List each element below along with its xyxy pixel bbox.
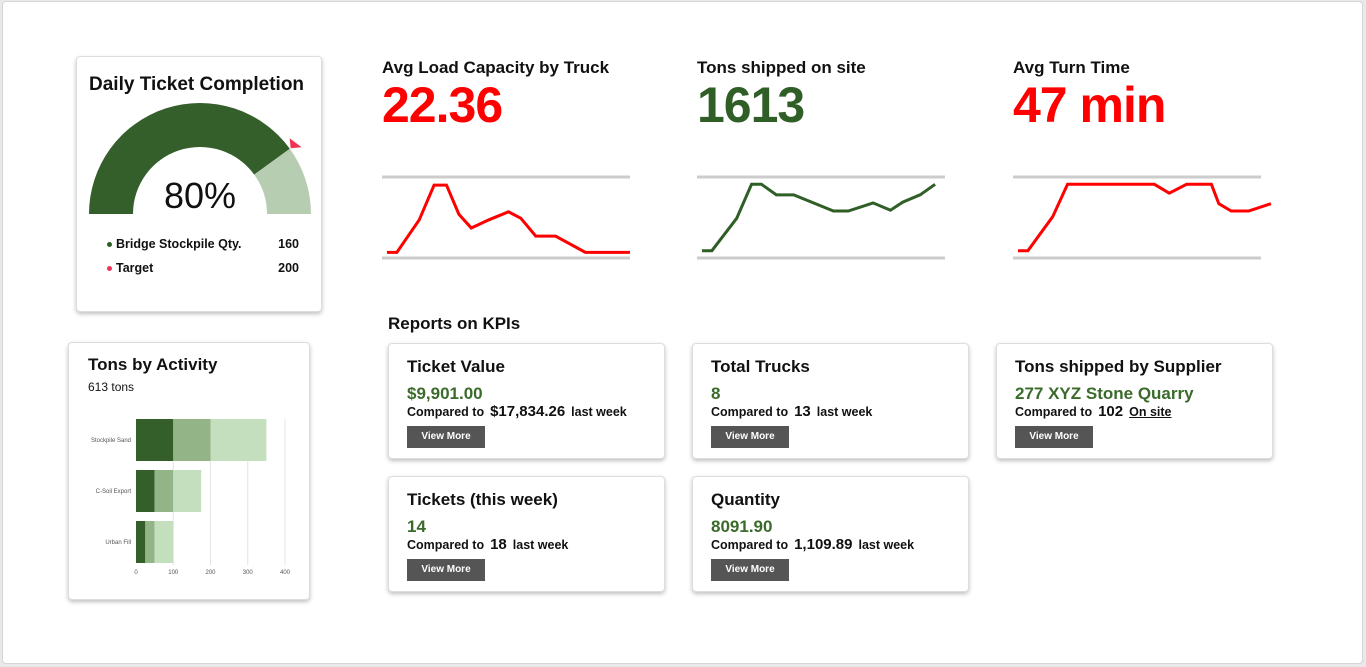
view-more-button[interactable]: View More xyxy=(407,559,485,581)
compared-to-label: Compared to xyxy=(407,538,485,552)
bar-segment xyxy=(145,521,155,563)
x-tick-label: 0 xyxy=(134,570,138,576)
compare-value: 13 xyxy=(794,403,811,420)
x-tick-label: 200 xyxy=(205,570,216,576)
activity-bar-chart: 0 100 200 300 400 Stockpile Sand C-Soil Export… xyxy=(91,419,291,576)
compare-value: 1,109.89 xyxy=(794,536,853,553)
report-value: 277 XYZ Stone Quarry xyxy=(1015,384,1194,403)
x-tick-label: 100 xyxy=(168,570,179,576)
kpi-value: 47 min xyxy=(1013,77,1166,133)
report-card: Tons shipped by Supplier 277 XYZ Stone Q… xyxy=(996,343,1273,459)
gauge-percent: 80% xyxy=(163,175,237,216)
compared-to-label: Compared to xyxy=(407,405,485,419)
report-comparison: Compared to 13 last week xyxy=(711,403,872,420)
category-label: C-Soil Export xyxy=(96,489,132,495)
kpi-title: Avg Turn Time xyxy=(1013,58,1130,77)
activity-title: Tons by Activity xyxy=(88,355,218,374)
tons-by-activity-card: Tons by Activity 613 tons 0 100 200 300 400 S… xyxy=(68,342,310,600)
compare-suffix: last week xyxy=(571,405,627,419)
view-more-button[interactable]: View More xyxy=(1015,426,1093,448)
bar-segment xyxy=(210,419,267,461)
legend-label: Bridge Stockpile Qty. xyxy=(116,237,242,251)
kpi-title: Avg Load Capacity by Truck xyxy=(382,58,610,77)
sparkline-series xyxy=(386,183,630,254)
x-tick-label: 300 xyxy=(243,570,254,576)
sparkline xyxy=(697,175,945,260)
kpi-title: Tons shipped on site xyxy=(697,58,866,77)
compared-to-label: Compared to xyxy=(711,405,789,419)
legend-value: 200 xyxy=(278,261,299,275)
report-value: 14 xyxy=(407,517,426,536)
report-card: Total Trucks 8 Compared to 13 last week Vi… xyxy=(692,343,969,459)
bar-segment xyxy=(154,470,174,512)
legend-value: 160 xyxy=(278,237,299,251)
report-title: Tickets (this week) xyxy=(407,490,558,509)
category-label: Urban Fill xyxy=(105,540,131,546)
view-more-button[interactable]: View More xyxy=(711,559,789,581)
report-comparison: Compared to 18 last week xyxy=(407,536,568,553)
gauge-title: Daily Ticket Completion xyxy=(89,74,305,95)
compare-suffix: last week xyxy=(512,538,569,552)
compare-suffix: last week xyxy=(858,538,915,552)
compared-to-label: Compared to xyxy=(1015,405,1093,419)
report-comparison: Compared to 1,109.89 last week xyxy=(711,536,914,553)
red-dot-icon xyxy=(107,266,112,272)
bar-segment xyxy=(173,470,202,512)
kpi-0: Avg Load Capacity by Truck 22.36 xyxy=(382,58,682,268)
report-value: 8 xyxy=(711,384,721,403)
compare-value: 18 xyxy=(490,536,507,553)
bar-segment xyxy=(154,521,174,563)
sparkline-series xyxy=(701,182,936,253)
report-value: $9,901.00 xyxy=(407,384,483,403)
view-more-button[interactable]: View More xyxy=(711,426,789,448)
report-comparison: Compared to $17,834.26 last week xyxy=(407,403,627,420)
green-dot-icon xyxy=(107,242,112,248)
report-title: Ticket Value xyxy=(407,357,505,376)
category-label: Stockpile Sand xyxy=(91,438,131,444)
legend-label: Target xyxy=(116,261,154,275)
kpi-value: 1613 xyxy=(697,77,805,133)
bar-segment xyxy=(136,470,155,512)
kpi-1: Tons shipped on site 1613 xyxy=(697,58,997,268)
reports-heading: Reports on KPIs xyxy=(388,314,521,333)
kpi-2: Avg Turn Time 47 min xyxy=(1013,58,1313,268)
x-tick-label: 400 xyxy=(280,570,291,576)
sparkline xyxy=(1013,175,1272,260)
compare-value: 102 xyxy=(1098,403,1124,420)
report-card: Tickets (this week) 14 Compared to 18 last… xyxy=(388,476,665,592)
bar-segment xyxy=(173,419,211,461)
daily-ticket-completion-card: Daily Ticket Completion 80% Bridge Stock… xyxy=(76,56,322,312)
report-value: 8091.90 xyxy=(711,517,773,536)
compare-suffix: last week xyxy=(816,405,873,419)
legend-bridge: Bridge Stockpile Qty. 160 xyxy=(107,237,299,251)
kpi-value: 22.36 xyxy=(382,77,503,133)
gauge-fill xyxy=(89,103,290,214)
compare-value: $17,834.26 xyxy=(490,403,566,420)
report-title: Quantity xyxy=(711,490,780,509)
legend-target: Target 200 xyxy=(107,261,299,275)
report-title: Total Trucks xyxy=(711,357,810,376)
report-title: Tons shipped by Supplier xyxy=(1015,357,1222,376)
gauge-chart xyxy=(89,103,311,214)
compared-to-label: Compared to xyxy=(711,538,789,552)
bar-segment xyxy=(136,521,146,563)
target-marker xyxy=(289,138,302,149)
bar-segment xyxy=(136,419,174,461)
sparkline-series xyxy=(1017,182,1272,253)
report-card: Quantity 8091.90 Compared to 1,109.89 last… xyxy=(692,476,969,592)
gauge-remainder xyxy=(254,148,311,214)
sparkline xyxy=(382,175,630,260)
view-more-button[interactable]: View More xyxy=(407,426,485,448)
activity-subtitle: 613 tons xyxy=(88,380,135,394)
report-comparison: Compared to 102 On site xyxy=(1015,403,1172,420)
report-card: Ticket Value $9,901.00 Compared to $17,83… xyxy=(388,343,665,459)
on-site-link[interactable]: On site xyxy=(1129,405,1172,419)
